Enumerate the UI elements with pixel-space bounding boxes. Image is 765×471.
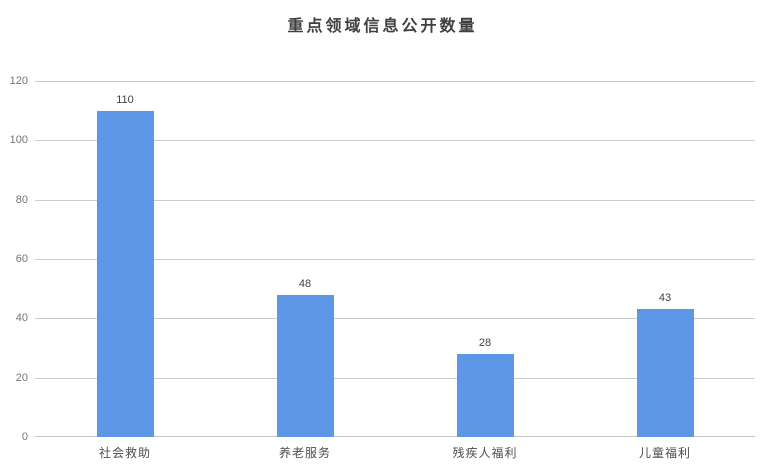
gridline (35, 259, 755, 260)
y-tick-label: 0 (21, 431, 28, 443)
gridline (35, 318, 755, 320)
chart-title: 重点领域信息公开数量 (287, 18, 478, 35)
bar (636, 309, 694, 437)
bar (276, 294, 334, 437)
gridline (35, 81, 755, 82)
gridline (35, 377, 755, 379)
x-category-label: 社会救助 (98, 446, 151, 460)
x-axis: 社会救助 养老服务 残疾人福利 儿童福利 (35, 444, 755, 464)
gridline (35, 140, 755, 142)
gridline (35, 199, 755, 201)
bar-value-label: 28 (478, 336, 492, 349)
plot-area: 110 48 28 43 (35, 81, 755, 437)
x-category-label: 残疾人福利 (452, 446, 518, 460)
y-tick-label: 20 (15, 371, 28, 384)
bar-value-label: 43 (658, 292, 672, 305)
x-category-label: 养老服务 (278, 446, 331, 460)
bar-value-label: 110 (116, 93, 134, 106)
y-tick-label: 100 (9, 134, 28, 147)
bar (456, 353, 514, 437)
y-tick-label: 120 (9, 75, 28, 87)
y-tick-label: 60 (15, 253, 28, 265)
y-tick-label: 40 (15, 312, 28, 325)
x-category-label: 儿童福利 (638, 446, 691, 460)
gridline (35, 436, 755, 437)
bar-value-label: 48 (298, 277, 312, 290)
y-tick-label: 80 (15, 193, 28, 206)
bar (96, 110, 154, 437)
y-axis: 0 20 40 60 80 100 120 (0, 75, 28, 443)
